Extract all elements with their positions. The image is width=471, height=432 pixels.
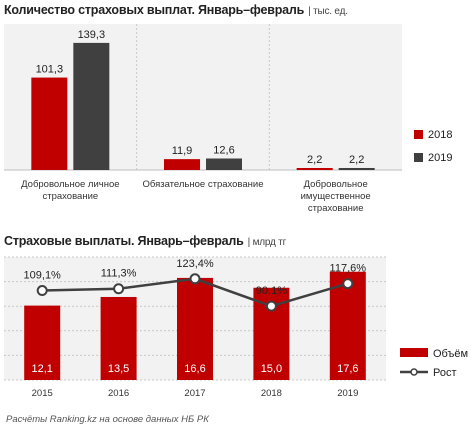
plot-area: [4, 257, 386, 380]
legend-swatch-2018: [414, 130, 423, 139]
bar-2015: [24, 305, 61, 380]
bar-value-label: 17,6: [337, 363, 358, 375]
source-footnote: Расчёты Ranking.kz на основе данных НБ Р…: [6, 414, 209, 425]
bar-2018-0: [31, 77, 68, 170]
bar-value-label: 16,6: [184, 363, 205, 375]
category-label: страхование: [308, 203, 364, 214]
plot-area: [4, 24, 402, 170]
legend-label: Объём: [433, 348, 468, 360]
legend-label: 2019: [428, 152, 452, 164]
growth-point-2017: [189, 273, 201, 285]
chart1-title: Количество страховых выплат. Январь–февр…: [4, 3, 348, 17]
category-label: Добровольное: [304, 179, 368, 190]
growth-label: 117,6%: [330, 263, 367, 275]
data-label: 12,6: [213, 145, 234, 157]
bar-value-label: 12,1: [31, 363, 52, 375]
x-tick-label: 2017: [184, 388, 205, 399]
growth-point-2019: [342, 278, 354, 290]
bar-value-label: 13,5: [108, 363, 129, 375]
bar-2019-2: [338, 167, 375, 170]
legend-swatch-2019: [414, 153, 423, 162]
growth-label: 90,1%: [256, 285, 287, 297]
growth-point-2018: [265, 300, 277, 312]
category-label: Добровольное личное: [21, 179, 119, 190]
data-label: 101,3: [36, 64, 64, 76]
x-tick-label: 2015: [32, 388, 53, 399]
category-label: страхование: [43, 191, 99, 202]
data-label: 11,9: [172, 145, 193, 157]
growth-line: [42, 277, 349, 308]
legend-label: Рост: [433, 367, 457, 379]
data-label: 139,3: [78, 29, 106, 41]
legend-swatch-volume: [400, 348, 428, 357]
chart2-title: Страховые выплаты. Январь–февраль | млрд …: [4, 234, 286, 248]
bar-2018-1: [164, 159, 200, 170]
chart2-unit: | млрд тг: [247, 237, 287, 248]
growth-point-2016: [113, 283, 125, 295]
chart1-unit: | тыс. ед.: [308, 6, 348, 17]
growth-point-2015: [36, 285, 48, 297]
bar-2019-0: [73, 42, 110, 170]
x-tick-label: 2018: [261, 388, 282, 399]
data-label: 2,2: [307, 154, 322, 166]
legend-marker-growth: [410, 368, 418, 376]
growth-label: 123,4%: [176, 258, 214, 270]
growth-label: 109,1%: [24, 270, 62, 282]
chart2-title-text: Страховые выплаты. Январь–февраль: [4, 234, 244, 248]
x-tick-label: 2016: [108, 388, 129, 399]
category-label: Обязательное страхование: [142, 179, 263, 190]
bar-2018: [253, 287, 290, 380]
bar-2019: [329, 271, 366, 380]
growth-label: 111,3%: [101, 268, 137, 280]
chart1-title-text: Количество страховых выплат. Январь–февр…: [4, 3, 305, 17]
category-label: имущественное: [301, 191, 371, 202]
bar-2017: [177, 277, 213, 380]
bar-value-label: 15,0: [261, 363, 282, 375]
bar-2018-2: [296, 167, 333, 170]
legend-label: 2018: [428, 129, 452, 141]
bar-2019-1: [206, 158, 242, 170]
data-label: 2,2: [349, 154, 364, 166]
bar-2016: [100, 296, 137, 380]
x-tick-label: 2019: [337, 388, 358, 399]
